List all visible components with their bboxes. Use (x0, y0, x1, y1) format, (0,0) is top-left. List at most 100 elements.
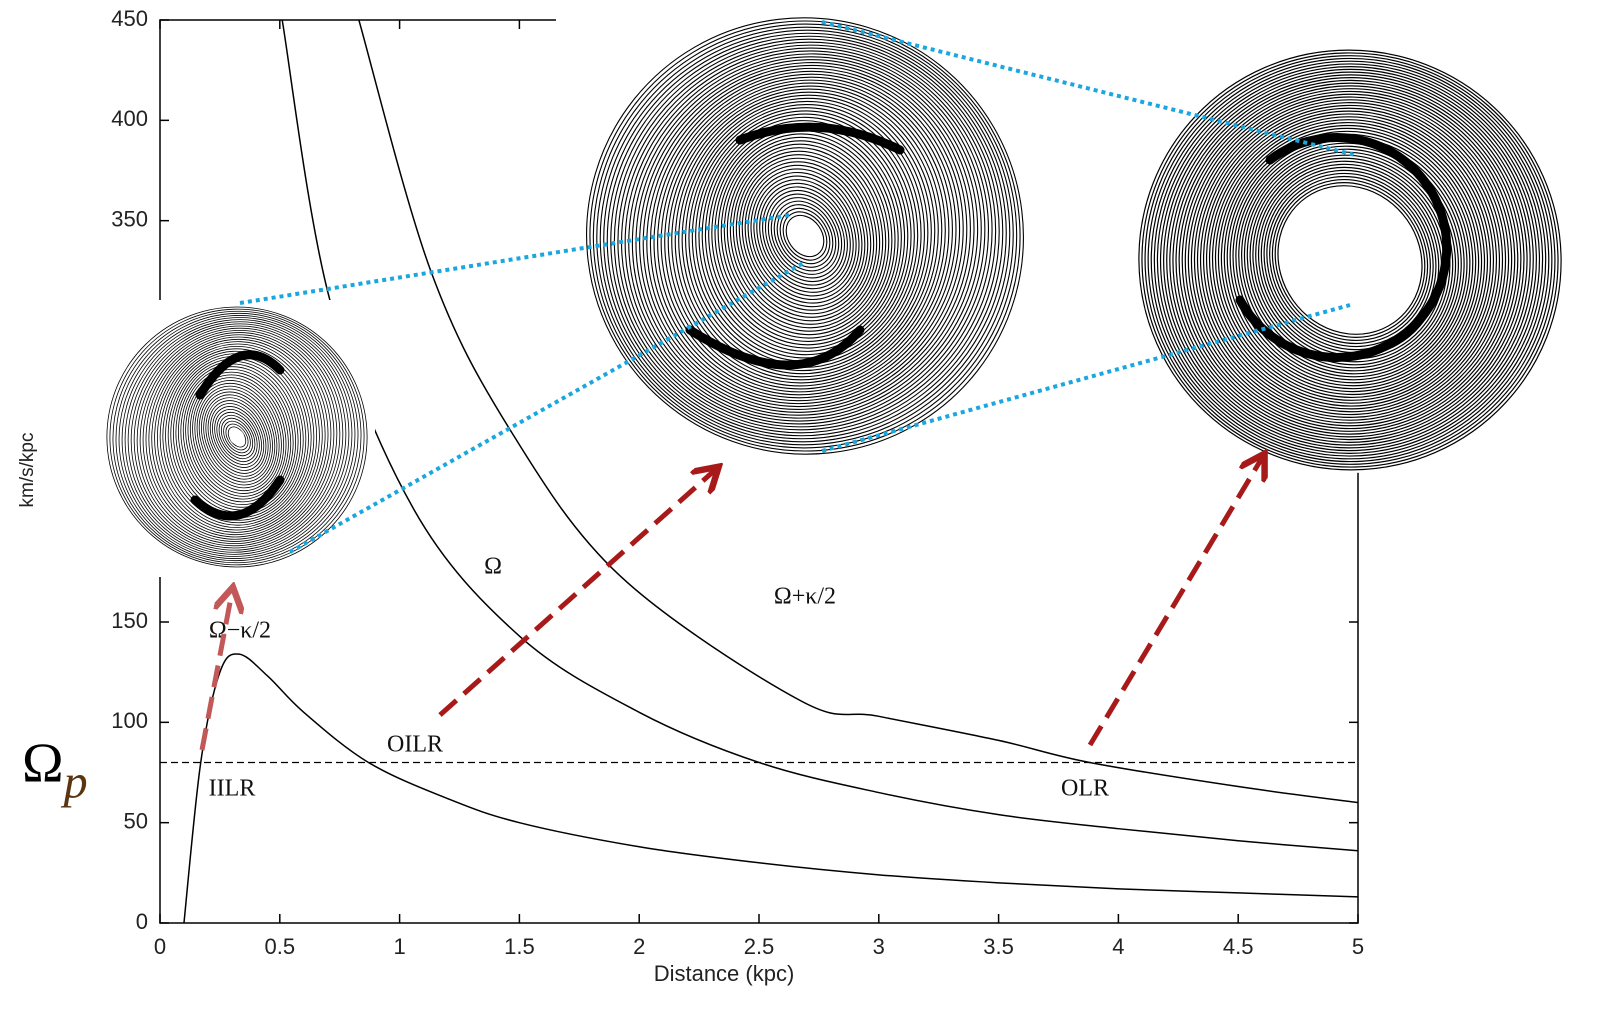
orbit (209, 403, 265, 471)
y-tick-label: 450 (111, 6, 148, 31)
orbit (606, 35, 1004, 437)
orbit (770, 197, 840, 275)
orbit (1181, 88, 1519, 432)
orbit (767, 193, 843, 279)
y-tick-label: 0 (136, 909, 148, 934)
orbit (145, 334, 329, 540)
orbit (1241, 145, 1459, 375)
zoom-connector (821, 303, 1351, 453)
orbit (1150, 60, 1550, 460)
orbit (586, 17, 1024, 455)
orbit (1144, 55, 1556, 465)
orbit (1172, 79, 1528, 441)
orbit (621, 47, 989, 425)
orbit (732, 150, 878, 322)
y-tick-label: 50 (124, 808, 148, 833)
density-arm (190, 350, 285, 521)
arrow (199, 592, 232, 751)
orbit (1202, 107, 1498, 413)
orbit (750, 171, 860, 301)
y-tick-label: 150 (111, 608, 148, 633)
orbit (1199, 104, 1501, 416)
orbit (225, 423, 249, 451)
orbit (1138, 49, 1562, 471)
orbit (148, 336, 326, 538)
orbit (194, 382, 280, 492)
orbit (660, 79, 950, 393)
orbit (704, 120, 906, 352)
curve (183, 653, 1358, 923)
zoom-connector (239, 213, 791, 305)
orbit (196, 385, 278, 489)
orbit (1205, 110, 1495, 410)
orbit (744, 164, 866, 308)
orbit (205, 397, 269, 477)
orbit (136, 327, 338, 547)
orbit (1159, 68, 1541, 452)
orbit (624, 50, 986, 422)
orbit (1220, 124, 1480, 396)
orbit (631, 56, 979, 416)
orbit (127, 321, 347, 553)
orbit (628, 53, 982, 419)
orbit (112, 310, 362, 564)
orbit (747, 168, 863, 304)
orbit (723, 140, 887, 332)
orbit (109, 308, 365, 566)
x-tick-label: 4 (1112, 934, 1124, 959)
orbit (1214, 119, 1486, 401)
orbit (189, 377, 285, 497)
orbit (1269, 175, 1431, 345)
orbit (671, 88, 939, 384)
curve (358, 20, 1358, 804)
orbit (1175, 82, 1525, 438)
orbit (1193, 99, 1507, 421)
orbit (782, 211, 828, 261)
x-axis-label: Distance (kpc) (654, 961, 795, 986)
orbit (185, 371, 289, 503)
orbit (1141, 52, 1559, 468)
orbit (701, 116, 909, 356)
orbit (773, 200, 837, 272)
inset-hole (788, 219, 822, 253)
orbit (674, 91, 936, 381)
orbit (223, 420, 251, 454)
orbit (162, 348, 312, 526)
orbit (159, 345, 315, 529)
orbit (1255, 160, 1445, 360)
annotation: IILR (209, 776, 256, 802)
orbit (203, 394, 271, 480)
orbit (657, 76, 953, 396)
orbit (1208, 113, 1492, 407)
orbit (678, 94, 932, 378)
orbit (1153, 63, 1547, 457)
orbit (187, 374, 287, 500)
arrow (438, 470, 715, 717)
orbit (653, 73, 957, 399)
x-tick-label: 0 (154, 934, 166, 959)
y-tick-label: 350 (111, 206, 148, 231)
orbit (154, 341, 320, 533)
annotation: OILR (387, 732, 443, 758)
orbit (1238, 142, 1462, 378)
orbit (214, 409, 260, 465)
orbit (198, 388, 276, 486)
orbit (1223, 127, 1477, 393)
orbit (642, 64, 968, 408)
orbit (776, 204, 834, 268)
density-arm (1235, 133, 1452, 362)
orbit (762, 186, 848, 286)
orbit (151, 338, 323, 536)
inset-hole (229, 429, 245, 445)
orbit (1274, 182, 1426, 338)
orbit (130, 323, 344, 551)
orbit (192, 380, 282, 494)
x-tick-label: 3.5 (983, 934, 1014, 959)
orbit (1184, 90, 1516, 430)
orbit (729, 147, 881, 325)
orbit (646, 67, 964, 405)
orbit (617, 44, 993, 428)
density-arm (685, 122, 905, 370)
orbit (779, 207, 831, 265)
orbit (596, 26, 1014, 446)
